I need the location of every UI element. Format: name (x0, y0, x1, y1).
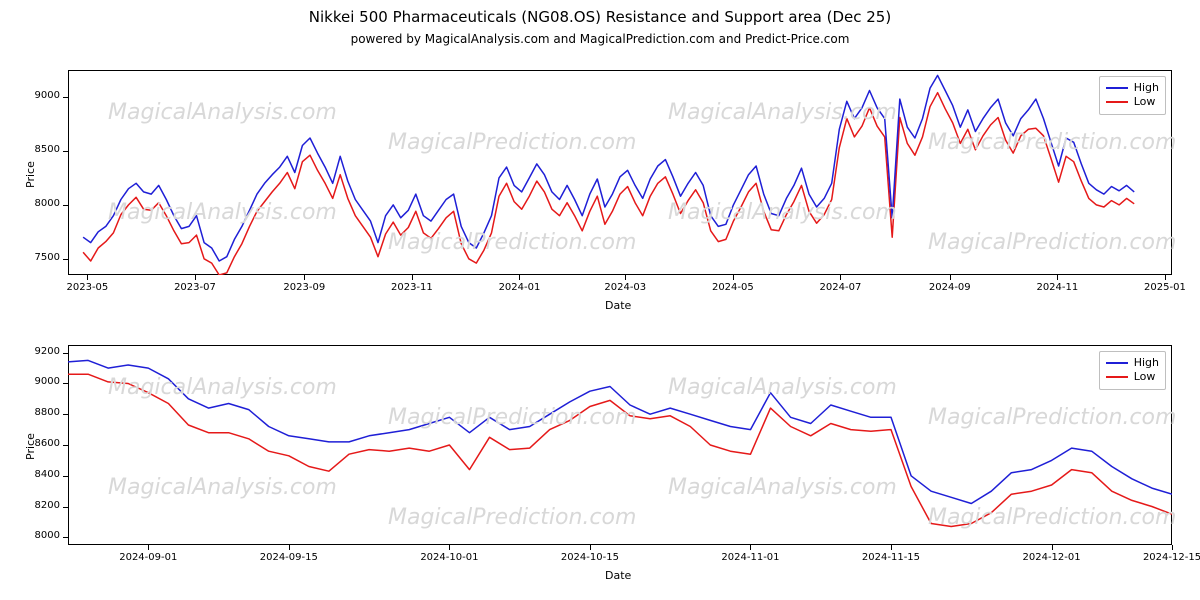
x-tick-label: 2024-01 (479, 282, 559, 293)
x-tick (87, 275, 88, 280)
x-tick (412, 275, 413, 280)
y-tick (63, 476, 68, 477)
x-tick-label: 2023-11 (372, 282, 452, 293)
top-axes: MagicalAnalysis.com MagicalPrediction.co… (68, 70, 1172, 275)
legend-label: Low (1134, 370, 1156, 384)
x-axis-label: Date (605, 299, 631, 312)
x-tick-label: 2024-07 (800, 282, 880, 293)
y-tick-label: 8200 (10, 500, 60, 511)
x-tick (840, 275, 841, 280)
chart-subtitle: powered by MagicalAnalysis.com and Magic… (0, 32, 1200, 46)
y-tick-label: 8400 (10, 469, 60, 480)
y-tick (63, 414, 68, 415)
y-tick (63, 353, 68, 354)
legend-label: High (1134, 356, 1159, 370)
x-tick-label: 2024-05 (693, 282, 773, 293)
y-tick (63, 97, 68, 98)
top-subplot: MagicalAnalysis.com MagicalPrediction.co… (68, 70, 1172, 275)
x-tick (1165, 275, 1166, 280)
bottom-plot-svg (68, 345, 1172, 545)
x-tick-label: 2023-09 (264, 282, 344, 293)
y-tick (63, 507, 68, 508)
legend-swatch (1106, 376, 1128, 378)
y-tick (63, 537, 68, 538)
legend-swatch (1106, 101, 1128, 103)
x-tick-label: 2024-12-01 (1012, 552, 1092, 563)
x-tick-label: 2023-05 (47, 282, 127, 293)
y-tick-label: 8000 (10, 198, 60, 209)
y-tick (63, 151, 68, 152)
legend: HighLow (1099, 351, 1166, 390)
x-tick (1057, 275, 1058, 280)
y-tick (63, 205, 68, 206)
subtitle-text: powered by MagicalAnalysis.com and Magic… (351, 32, 850, 46)
y-tick (63, 259, 68, 260)
x-tick-label: 2024-10-15 (550, 552, 630, 563)
x-tick (590, 545, 591, 550)
top-plot-svg (68, 70, 1172, 275)
legend-item: Low (1106, 370, 1159, 384)
x-tick-label: 2024-12-15 (1132, 552, 1200, 563)
y-tick (63, 383, 68, 384)
legend-swatch (1106, 362, 1128, 364)
x-tick (195, 275, 196, 280)
y-tick-label: 7500 (10, 252, 60, 263)
x-tick (1172, 545, 1173, 550)
y-tick-label: 9000 (10, 376, 60, 387)
chart-title: Nikkei 500 Pharmaceuticals (NG08.OS) Res… (0, 8, 1200, 26)
x-tick-label: 2025-01 (1125, 282, 1200, 293)
y-tick-label: 8000 (10, 530, 60, 541)
legend-item: Low (1106, 95, 1159, 109)
x-tick-label: 2024-09-15 (249, 552, 329, 563)
y-axis-label: Price (24, 433, 37, 460)
y-axis-label: Price (24, 161, 37, 188)
x-tick (891, 545, 892, 550)
x-tick-label: 2024-11-15 (851, 552, 931, 563)
x-tick (449, 545, 450, 550)
x-tick-label: 2024-09-01 (108, 552, 188, 563)
legend-label: High (1134, 81, 1159, 95)
x-tick-label: 2024-09 (910, 282, 990, 293)
x-tick-label: 2023-07 (155, 282, 235, 293)
y-tick-label: 9200 (10, 346, 60, 357)
x-tick-label: 2024-10-01 (409, 552, 489, 563)
legend-item: High (1106, 356, 1159, 370)
x-tick (733, 275, 734, 280)
x-axis-label: Date (605, 569, 631, 582)
x-tick (148, 545, 149, 550)
x-tick (304, 275, 305, 280)
x-tick (519, 275, 520, 280)
legend-swatch (1106, 87, 1128, 89)
y-tick-label: 9000 (10, 90, 60, 101)
x-tick (1052, 545, 1053, 550)
bottom-axes: MagicalAnalysis.com MagicalPrediction.co… (68, 345, 1172, 545)
x-tick (950, 275, 951, 280)
legend-label: Low (1134, 95, 1156, 109)
figure: Nikkei 500 Pharmaceuticals (NG08.OS) Res… (0, 0, 1200, 600)
legend: HighLow (1099, 76, 1166, 115)
x-tick (625, 275, 626, 280)
legend-item: High (1106, 81, 1159, 95)
x-tick-label: 2024-11 (1017, 282, 1097, 293)
x-tick-label: 2024-03 (585, 282, 665, 293)
x-tick (289, 545, 290, 550)
bottom-subplot: MagicalAnalysis.com MagicalPrediction.co… (68, 345, 1172, 545)
x-tick (750, 545, 751, 550)
x-tick-label: 2024-11-01 (710, 552, 790, 563)
title-text: Nikkei 500 Pharmaceuticals (NG08.OS) Res… (309, 8, 891, 26)
y-tick (63, 445, 68, 446)
y-tick-label: 8800 (10, 407, 60, 418)
y-tick-label: 8500 (10, 144, 60, 155)
